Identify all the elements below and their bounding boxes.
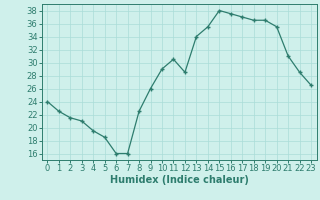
X-axis label: Humidex (Indice chaleur): Humidex (Indice chaleur) xyxy=(110,175,249,185)
